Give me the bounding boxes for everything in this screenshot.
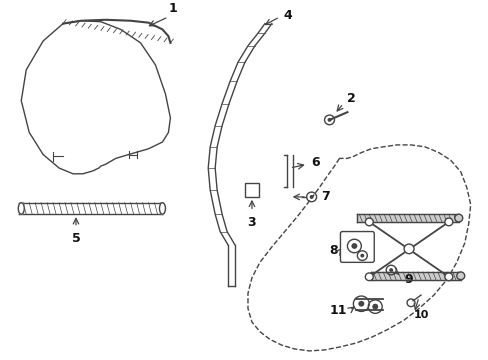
Text: 7: 7 (321, 190, 329, 203)
Ellipse shape (159, 203, 165, 214)
Ellipse shape (454, 214, 462, 222)
Circle shape (360, 254, 364, 257)
Text: 10: 10 (413, 310, 428, 320)
Text: 3: 3 (247, 216, 256, 229)
Circle shape (309, 195, 313, 199)
Circle shape (444, 273, 452, 281)
Text: 9: 9 (403, 273, 412, 286)
Text: 8: 8 (328, 244, 337, 257)
Circle shape (365, 273, 372, 281)
Ellipse shape (456, 272, 464, 280)
Circle shape (365, 218, 372, 226)
Text: 11: 11 (329, 304, 346, 317)
Circle shape (327, 118, 331, 122)
Text: 1: 1 (169, 2, 178, 15)
FancyBboxPatch shape (340, 231, 373, 262)
Circle shape (444, 218, 452, 226)
Circle shape (403, 244, 413, 254)
Circle shape (358, 301, 364, 307)
Text: 6: 6 (311, 156, 320, 169)
Circle shape (371, 304, 377, 310)
Text: 5: 5 (71, 231, 80, 244)
Text: 4: 4 (283, 9, 292, 22)
Text: 2: 2 (346, 92, 355, 105)
Ellipse shape (18, 203, 24, 214)
Circle shape (351, 243, 357, 249)
Circle shape (388, 268, 392, 272)
Bar (244, 183, 258, 197)
